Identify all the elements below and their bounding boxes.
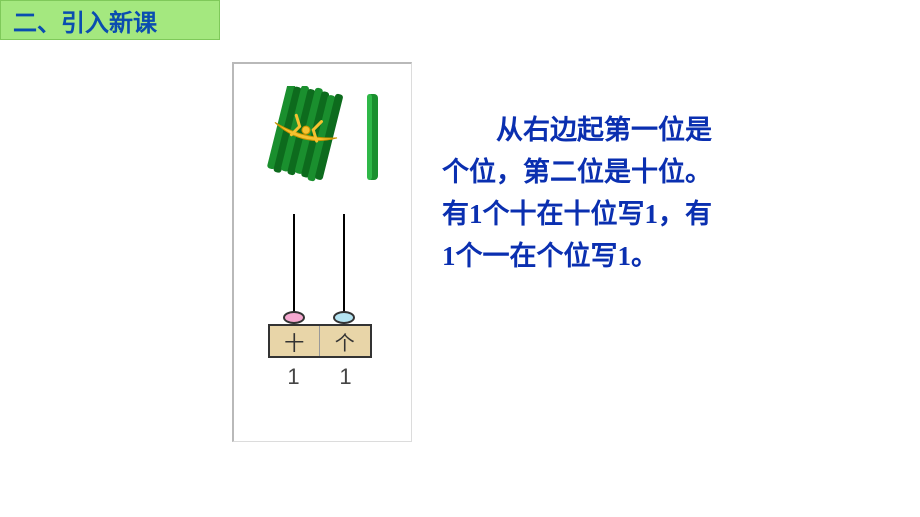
text-line-2: 个位，第二位是十位。 [442, 157, 712, 187]
content-area: 十 个 1 1 从右边起第一位是 个位，第二位是十位。 有1个十在十位写1，有 … [232, 62, 902, 442]
stick-bundle-ten [260, 86, 350, 182]
counting-sticks [248, 86, 398, 186]
tens-label: 十 [270, 326, 321, 356]
ones-label: 个 [320, 326, 370, 356]
section-header-text: 二、引入新课 [13, 3, 157, 38]
text-line-1: 从右边起第一位是 [496, 115, 712, 145]
abacus-bead-tens [283, 311, 305, 324]
abacus-bead-ones [333, 311, 355, 324]
section-header-badge: 二、引入新课 [0, 0, 220, 40]
abacus-base: 十 个 [268, 324, 372, 358]
abacus-digits: 1 1 [268, 364, 372, 390]
ones-digit: 1 [320, 364, 372, 390]
single-stick-one [364, 92, 382, 184]
explanation-text: 从右边起第一位是 个位，第二位是十位。 有1个十在十位写1，有 1个一在个位写1… [442, 110, 872, 442]
text-line-3: 有1个十在十位写1，有 [442, 199, 712, 229]
place-value-abacus: 十 个 1 1 [268, 214, 378, 394]
text-line-4: 1个一在个位写1。 [442, 241, 658, 271]
figure-panel: 十 个 1 1 [232, 62, 412, 442]
tens-digit: 1 [268, 364, 320, 390]
